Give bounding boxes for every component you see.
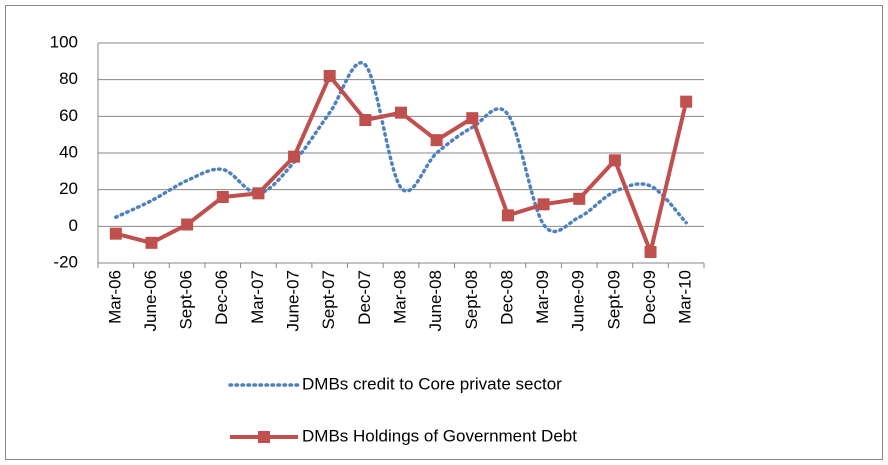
- point-marker: [145, 236, 158, 249]
- chart-border: [5, 5, 883, 460]
- x-tick-label: Sept-07: [319, 270, 338, 330]
- x-tick-label: Mar-10: [676, 270, 695, 324]
- point-marker: [537, 198, 550, 211]
- y-tick-label: 40: [59, 142, 78, 161]
- series-line: [114, 61, 688, 234]
- point-marker: [323, 70, 336, 82]
- y-tick-label: 100: [50, 32, 78, 51]
- point-marker: [644, 246, 657, 258]
- x-tick-label: Mar-08: [390, 270, 409, 324]
- legend-label: DMBs Holdings of Government Debt: [302, 426, 577, 445]
- y-tick-label: -20: [53, 252, 78, 271]
- point-marker: [181, 218, 194, 231]
- x-tick-label: Dec-06: [212, 270, 231, 325]
- point-marker: [573, 192, 586, 205]
- point-marker: [608, 154, 621, 167]
- point-marker: [680, 95, 693, 108]
- y-tick-label: 0: [69, 216, 78, 235]
- y-tick-label: 20: [59, 179, 78, 198]
- point-marker: [359, 114, 372, 126]
- x-tick-label: Mar-09: [533, 270, 552, 324]
- x-tick-label: Sept-09: [604, 270, 623, 330]
- x-tick-label: June-07: [284, 270, 303, 331]
- y-tick-label: 80: [59, 69, 78, 88]
- x-tick-label: Sept-06: [177, 270, 196, 330]
- x-tick-label: Dec-08: [497, 270, 516, 325]
- y-tick-label: 60: [59, 106, 78, 125]
- x-tick-label: Sept-08: [462, 270, 481, 330]
- x-tick-label: Mar-07: [248, 270, 267, 324]
- point-marker: [252, 187, 265, 200]
- x-tick-label: June-09: [569, 270, 588, 331]
- x-tick-label: Dec-09: [640, 270, 659, 325]
- point-marker: [430, 134, 443, 147]
- legend-marker: [258, 431, 270, 443]
- x-tick-label: June-06: [141, 270, 160, 331]
- point-marker: [288, 150, 301, 163]
- point-marker: [395, 106, 407, 119]
- legend-label: DMBs credit to Core private sector: [302, 374, 562, 393]
- point-marker: [501, 209, 514, 222]
- x-tick-label: Mar-06: [105, 270, 124, 324]
- point-marker: [216, 191, 229, 203]
- x-tick-label: June-08: [426, 270, 445, 331]
- x-tick-label: Dec-07: [355, 270, 374, 325]
- point-marker: [466, 112, 479, 125]
- point-marker: [109, 227, 122, 240]
